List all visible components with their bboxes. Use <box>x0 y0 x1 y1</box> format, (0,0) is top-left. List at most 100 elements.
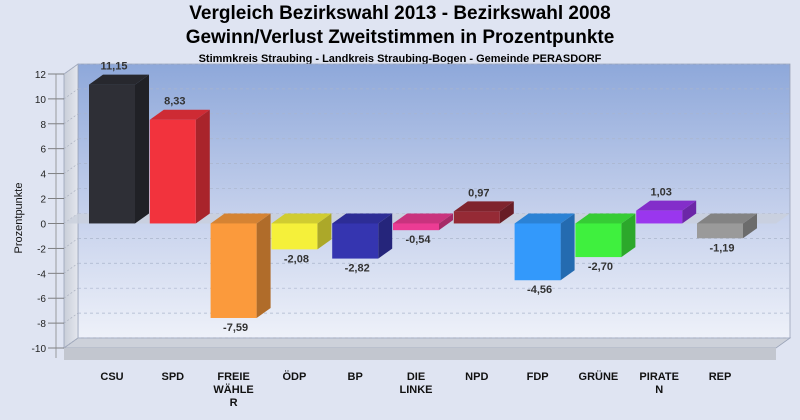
y-axis-label: Prozentpunkte <box>13 183 25 254</box>
gridline-side <box>63 163 79 174</box>
bar-front <box>575 223 622 258</box>
gridline-side <box>63 262 79 274</box>
x-category-label: WÄHLE <box>213 383 253 396</box>
bar <box>575 213 636 258</box>
gridline-side <box>63 287 79 299</box>
bar-front <box>89 84 135 224</box>
chart-floor-edge <box>64 348 776 360</box>
bar-front <box>697 223 743 239</box>
x-category-label: SPD <box>161 371 184 383</box>
bar-front <box>271 223 318 250</box>
bar-side <box>439 213 453 231</box>
bar-top <box>332 213 393 224</box>
x-category-label: REP <box>709 371 732 383</box>
gridline-side <box>63 188 79 199</box>
chart-subtitle: Gewinn/Verlust Zweitstimmen in Prozentpu… <box>185 27 615 48</box>
chart-floor <box>62 337 792 349</box>
y-tick-label: -6 <box>37 294 46 305</box>
bar-side <box>621 213 636 258</box>
bar-front <box>149 119 196 224</box>
y-tick-label: -8 <box>37 319 46 330</box>
gridline-side <box>63 238 79 249</box>
bar-top <box>89 74 149 85</box>
bar-front <box>453 211 500 224</box>
bar-top <box>210 213 271 224</box>
chart-title: Vergleich Bezirkswahl 2013 - Bezirkswahl… <box>189 3 611 24</box>
data-label: -4,56 <box>527 284 552 296</box>
bar <box>271 213 332 250</box>
bar-front <box>210 223 257 318</box>
y-tick-label: 6 <box>40 145 46 156</box>
y-tick-label: 10 <box>35 95 47 106</box>
y-tick-label: -4 <box>37 269 46 280</box>
x-category-label: DIE <box>407 371 425 383</box>
x-category-label: LINKE <box>400 384 433 396</box>
bar-side <box>256 213 271 318</box>
bar-front <box>514 223 561 281</box>
bar <box>149 109 210 224</box>
bar <box>697 213 757 239</box>
bar-top <box>149 109 210 120</box>
bar <box>514 213 575 281</box>
data-label: 0,97 <box>468 187 489 199</box>
data-label: 8,33 <box>164 96 185 108</box>
bar-top <box>453 201 514 212</box>
x-category-label: N <box>655 384 663 396</box>
gridline-side <box>63 88 79 100</box>
data-label: 11,15 <box>101 61 128 73</box>
data-label: -2,70 <box>588 261 613 273</box>
gridline-side <box>63 312 79 324</box>
bar-side <box>195 109 210 224</box>
data-label: -2,82 <box>345 263 370 275</box>
bar-side <box>135 74 149 224</box>
bar-side <box>317 213 332 250</box>
y-tick-label: 2 <box>40 195 46 206</box>
gridline-side <box>63 63 79 75</box>
x-category-label: CSU <box>100 371 123 383</box>
gridline-side <box>63 138 79 150</box>
x-category-label: FDP <box>527 371 549 383</box>
y-tick-label: 12 <box>35 70 47 81</box>
data-label: -0,54 <box>405 234 431 246</box>
data-label: -1,19 <box>709 242 734 254</box>
bar-front <box>332 223 379 259</box>
bar-top <box>514 213 575 224</box>
bar <box>453 201 514 224</box>
data-label: -7,59 <box>223 322 248 334</box>
bar-side <box>378 213 393 259</box>
y-tick-label: 4 <box>40 170 46 181</box>
x-category-label: FREIE <box>217 371 249 383</box>
x-category-label: GRÜNE <box>579 370 619 383</box>
bar <box>636 200 697 224</box>
x-category-label: BP <box>348 371 363 383</box>
x-category-label: NPD <box>465 371 488 383</box>
bar-side <box>743 213 757 239</box>
bar-front <box>393 223 439 231</box>
y-tick-label: 0 <box>40 219 46 230</box>
bar <box>210 213 271 318</box>
x-category-label: R <box>230 397 238 409</box>
bar-top <box>697 213 757 224</box>
y-tick-label: 8 <box>40 120 46 131</box>
bar <box>89 74 149 224</box>
bar-top <box>636 200 697 211</box>
chart-side-wall <box>63 63 79 349</box>
bar-front <box>636 210 683 224</box>
bar-side <box>560 213 575 281</box>
bar-top <box>575 213 636 224</box>
x-category-label: PIRATE <box>639 371 679 383</box>
y-tick-label: -2 <box>37 244 46 255</box>
data-label: -2,08 <box>284 253 309 265</box>
bar-top <box>271 213 332 224</box>
chart-region-subtitle: Stimmkreis Straubing - Landkreis Straubi… <box>198 53 602 65</box>
bar-side <box>682 200 697 224</box>
bar-side <box>499 201 514 224</box>
bar <box>393 213 453 231</box>
bar-top <box>393 213 453 224</box>
y-tick-label: -10 <box>32 344 47 355</box>
gridline-side <box>63 113 79 125</box>
gridline-side <box>63 337 79 349</box>
data-label: 1,03 <box>650 187 671 199</box>
bar <box>332 213 393 259</box>
